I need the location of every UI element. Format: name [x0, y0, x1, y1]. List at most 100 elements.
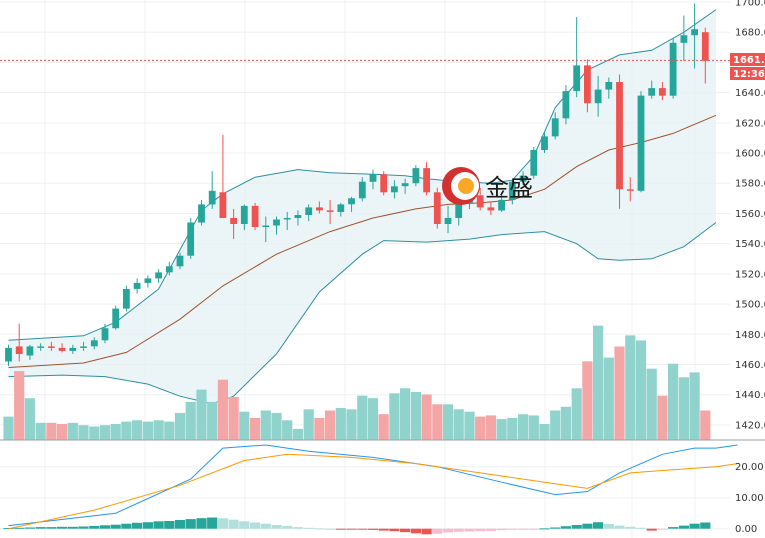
- volume-bar: [314, 417, 325, 440]
- price-tick-label: 1560.00: [735, 209, 765, 220]
- candle-body: [487, 207, 495, 211]
- volume-bar: [657, 395, 668, 440]
- macd-histogram-bar: [389, 528, 400, 532]
- candle-body: [648, 88, 656, 96]
- macd-histogram-bar: [207, 517, 218, 529]
- candle-body: [498, 199, 505, 211]
- logo-dot-icon: [458, 178, 474, 194]
- price-tick-label: 1460.00: [735, 360, 765, 371]
- macd-histogram-bar: [400, 528, 411, 533]
- candle-body: [240, 205, 248, 224]
- macd-histogram-bar: [593, 522, 604, 529]
- volume-bar: [614, 346, 625, 440]
- macd-histogram-bar: [475, 528, 486, 532]
- macd-histogram-bar: [378, 528, 389, 531]
- macd-histogram-bar: [99, 525, 111, 529]
- volume-bar: [560, 406, 571, 440]
- bollinger-middle-line: [8, 114, 717, 368]
- volume-bar: [132, 420, 143, 440]
- candle-body: [262, 225, 270, 227]
- macd-histogram-bar: [668, 527, 679, 529]
- candle-body: [391, 186, 398, 193]
- price-tick-label: 1620.00: [735, 118, 765, 129]
- price-tick-label: 1540.00: [735, 239, 765, 250]
- candle-body: [680, 35, 688, 43]
- volume-bar: [325, 410, 336, 440]
- macd-histogram-bar: [14, 527, 25, 529]
- bollinger-bands: [8, 9, 717, 405]
- macd-histogram-bar: [303, 527, 314, 529]
- volume-bar: [485, 415, 496, 440]
- macd-line: [8, 444, 738, 527]
- candle-body: [412, 168, 420, 184]
- volume-bar: [282, 420, 293, 440]
- macd-histogram-bar: [153, 521, 164, 529]
- last-price-label: 1661.33: [733, 55, 765, 66]
- volume-bar: [271, 412, 282, 440]
- volume-bar: [410, 392, 421, 440]
- candle-body: [401, 183, 409, 187]
- macd-histogram-bar: [35, 527, 46, 529]
- macd-histogram-bar: [678, 525, 689, 529]
- macd-histogram-bar: [625, 526, 636, 529]
- macd-histogram-bar: [174, 520, 186, 529]
- candle-body: [326, 210, 334, 212]
- volume-bar: [24, 398, 35, 440]
- volume-bar: [593, 325, 604, 440]
- macd-histogram-bar: [142, 522, 153, 529]
- volume-bar: [217, 379, 228, 440]
- volume-bar: [67, 422, 78, 440]
- volume-bar: [625, 335, 636, 440]
- macd-histogram-bar: [442, 528, 454, 533]
- volume-bar: [303, 409, 314, 441]
- volume-bar: [110, 424, 121, 440]
- candle-body: [187, 222, 195, 256]
- candle-body: [573, 65, 581, 92]
- volume-bar: [3, 416, 14, 440]
- volume-bar: [196, 389, 207, 440]
- volume-bar: [228, 396, 239, 440]
- bollinger-fill: [8, 9, 716, 404]
- volume-bar: [678, 377, 689, 440]
- candle-body: [551, 118, 559, 137]
- volume-bar: [453, 409, 464, 441]
- candle-body: [48, 346, 55, 348]
- volume-bar: [442, 404, 454, 440]
- volume-bar: [496, 419, 507, 440]
- volume-bar: [35, 422, 46, 440]
- volume-bar: [464, 411, 475, 440]
- volume-bar: [421, 394, 432, 440]
- candle-body: [316, 207, 323, 211]
- macd-histogram-bar: [110, 524, 121, 529]
- candle-body: [433, 192, 441, 224]
- volume-bar: [346, 409, 357, 441]
- price-tick-label: 1680.00: [735, 28, 765, 39]
- candle-body: [691, 29, 698, 36]
- macd-histogram-bar: [78, 526, 89, 529]
- candle-body: [123, 289, 130, 309]
- macd-histogram-bar: [571, 525, 582, 529]
- candle-body: [69, 347, 77, 351]
- macd-histogram-bar: [485, 528, 496, 531]
- candle-body: [605, 82, 613, 90]
- macd-tick-label: 20.00: [735, 462, 764, 473]
- volume-bar: [185, 401, 196, 440]
- macd-tick-label: 10.00: [735, 493, 764, 504]
- macd-histogram-bar: [432, 528, 443, 534]
- macd-histogram-bar: [346, 528, 357, 530]
- volume-bar: [260, 410, 271, 440]
- macd-histogram-bar: [314, 528, 325, 530]
- macd-histogram-bar: [550, 527, 561, 529]
- candle-body: [219, 192, 227, 218]
- macd-histogram-bar: [132, 522, 143, 529]
- macd-histogram-bar: [89, 525, 100, 529]
- volume-bar: [475, 416, 486, 440]
- candle-body: [133, 282, 141, 289]
- macd-histogram-bar: [357, 528, 368, 530]
- price-tick-label: 1440.00: [735, 390, 765, 401]
- macd-histogram-bar: [325, 528, 336, 530]
- volume-bar: [689, 372, 700, 441]
- volume-bar: [239, 411, 250, 440]
